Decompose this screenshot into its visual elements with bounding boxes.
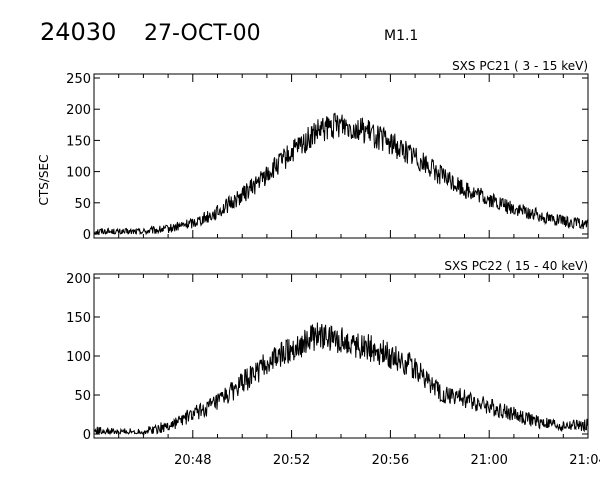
panel-pc22-ytick-label: 200 (66, 272, 91, 287)
panel-pc22-xtick-label: 20:52 (273, 453, 310, 468)
flare-date: 27-OCT-00 (144, 21, 261, 46)
panel-pc21-title: SXS PC21 ( 3 - 15 keV) (452, 59, 588, 73)
panel-pc21-ytick-label: 0 (83, 228, 91, 243)
panel-pc21: SXS PC21 ( 3 - 15 keV) CTS/SEC 0 50 100 150… (37, 59, 589, 243)
panel-pc22-ytick-label: 0 (83, 428, 91, 443)
panel-pc22-title: SXS PC22 ( 15 - 40 keV) (444, 259, 588, 273)
panel-pc22: SXS PC22 ( 15 - 40 keV) 0 50 100 150 200 20:… (66, 259, 600, 468)
panel-pc22-xtick-label: 20:56 (372, 453, 409, 468)
panel-pc21-ytick-label: 250 (66, 72, 91, 87)
panel-pc21-ylabel: CTS/SEC (37, 155, 51, 206)
panel-pc21-ytick-label: 100 (66, 166, 91, 181)
panel-pc21-ytick-label: 50 (74, 197, 91, 212)
panel-pc22-ytick-label: 50 (74, 389, 91, 404)
panel-pc22-xtick-label: 21:04 (569, 453, 600, 468)
panel-pc21-yticks: 0 50 100 150 200 250 (66, 72, 588, 243)
panel-pc21-xticks (93, 74, 589, 238)
panel-pc21-ytick-label: 200 (66, 103, 91, 118)
panel-pc22-trace (93, 322, 589, 436)
panel-pc22-ytick-label: 150 (66, 311, 91, 326)
panel-pc22-ytick-label: 100 (66, 350, 91, 365)
panel-pc21-ytick-label: 150 (66, 134, 91, 149)
goes-class: M1.1 (384, 28, 418, 44)
panel-pc21-trace (93, 112, 589, 236)
panel-pc22-xtick-label: 21:00 (470, 453, 507, 468)
panel-pc22-xtick-label: 20:48 (174, 453, 211, 468)
panel-pc22-xticks: 20:48 20:52 20:56 21:00 21:04 (93, 274, 600, 468)
panel-pc22-yticks: 0 50 100 150 200 (66, 272, 588, 443)
flare-id: 24030 (40, 18, 116, 46)
